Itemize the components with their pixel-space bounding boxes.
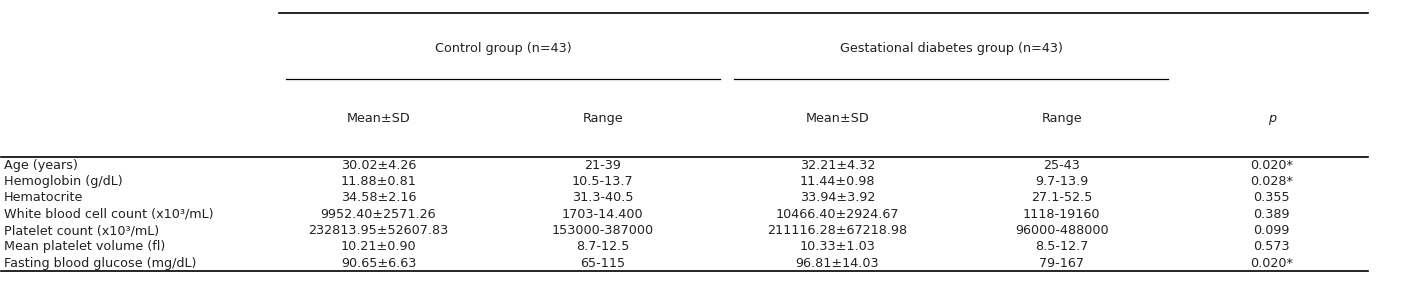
Text: 9.7-13.9: 9.7-13.9	[1035, 175, 1088, 188]
Text: 96.81±14.03: 96.81±14.03	[796, 257, 880, 269]
Text: 0.573: 0.573	[1253, 240, 1291, 253]
Text: Control group (n=43): Control group (n=43)	[435, 42, 572, 55]
Text: 30.02±4.26: 30.02±4.26	[341, 159, 416, 172]
Text: 0.020*: 0.020*	[1251, 159, 1293, 172]
Text: 31.3-40.5: 31.3-40.5	[572, 191, 633, 205]
Text: 211116.28±67218.98: 211116.28±67218.98	[767, 224, 907, 237]
Text: Mean±SD: Mean±SD	[347, 112, 411, 125]
Text: Mean±SD: Mean±SD	[806, 112, 870, 125]
Text: Platelet count (x10³/mL): Platelet count (x10³/mL)	[4, 224, 160, 237]
Text: 27.1-52.5: 27.1-52.5	[1031, 191, 1092, 205]
Text: 0.389: 0.389	[1253, 208, 1291, 221]
Text: Fasting blood glucose (mg/dL): Fasting blood glucose (mg/dL)	[4, 257, 197, 269]
Text: 33.94±3.92: 33.94±3.92	[800, 191, 876, 205]
Text: 8.5-12.7: 8.5-12.7	[1035, 240, 1088, 253]
Text: 79-167: 79-167	[1040, 257, 1084, 269]
Text: 10.5-13.7: 10.5-13.7	[572, 175, 633, 188]
Text: Range: Range	[1041, 112, 1082, 125]
Text: 32.21±4.32: 32.21±4.32	[800, 159, 876, 172]
Text: White blood cell count (x10³/mL): White blood cell count (x10³/mL)	[4, 208, 214, 221]
Text: Mean platelet volume (fl): Mean platelet volume (fl)	[4, 240, 165, 253]
Text: 10.33±1.03: 10.33±1.03	[800, 240, 876, 253]
Text: 34.58±2.16: 34.58±2.16	[341, 191, 416, 205]
Text: 0.099: 0.099	[1253, 224, 1289, 237]
Text: 0.355: 0.355	[1253, 191, 1291, 205]
Text: 11.44±0.98: 11.44±0.98	[800, 175, 876, 188]
Text: 90.65±6.63: 90.65±6.63	[341, 257, 416, 269]
Text: 0.020*: 0.020*	[1251, 257, 1293, 269]
Text: Hemoglobin (g/dL): Hemoglobin (g/dL)	[4, 175, 123, 188]
Text: 25-43: 25-43	[1044, 159, 1079, 172]
Text: 21-39: 21-39	[585, 159, 622, 172]
Text: Age (years): Age (years)	[4, 159, 78, 172]
Text: p: p	[1268, 112, 1276, 125]
Text: 9952.40±2571.26: 9952.40±2571.26	[321, 208, 436, 221]
Text: 10.21±0.90: 10.21±0.90	[341, 240, 416, 253]
Text: 153000-387000: 153000-387000	[552, 224, 653, 237]
Text: 11.88±0.81: 11.88±0.81	[341, 175, 416, 188]
Text: 1703-14.400: 1703-14.400	[562, 208, 643, 221]
Text: 96000-488000: 96000-488000	[1015, 224, 1108, 237]
Text: Hematocrite: Hematocrite	[4, 191, 84, 205]
Text: 232813.95±52607.83: 232813.95±52607.83	[308, 224, 449, 237]
Text: 0.028*: 0.028*	[1251, 175, 1293, 188]
Text: 1118-19160: 1118-19160	[1022, 208, 1101, 221]
Text: 10466.40±2924.67: 10466.40±2924.67	[776, 208, 900, 221]
Text: 65-115: 65-115	[580, 257, 625, 269]
Text: 8.7-12.5: 8.7-12.5	[576, 240, 629, 253]
Text: Range: Range	[582, 112, 623, 125]
Text: Gestational diabetes group (n=43): Gestational diabetes group (n=43)	[840, 42, 1062, 55]
